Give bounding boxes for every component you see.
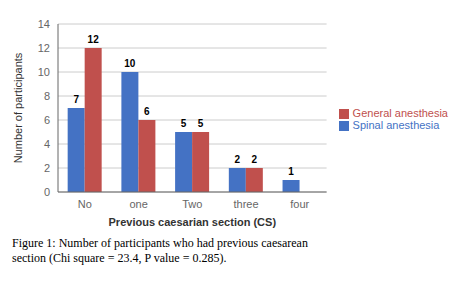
svg-text:4: 4 — [44, 138, 50, 150]
svg-text:1: 1 — [288, 166, 294, 177]
svg-text:8: 8 — [44, 90, 50, 102]
svg-text:one: one — [129, 198, 147, 210]
svg-text:No: No — [78, 198, 92, 210]
svg-text:Previous caesarian section (CS: Previous caesarian section (CS) — [109, 216, 277, 228]
svg-text:14: 14 — [38, 18, 50, 30]
html-text:section (Chi square = 23.4, P: section (Chi square = 23.4, P value = 0.… — [12, 251, 227, 265]
svg-text:10: 10 — [124, 58, 136, 69]
svg-text:Two: Two — [182, 198, 202, 210]
svg-text:three: three — [233, 198, 258, 210]
svg-text:5: 5 — [181, 118, 187, 129]
svg-text:four: four — [290, 198, 309, 210]
svg-text:2: 2 — [235, 154, 241, 165]
svg-text:12: 12 — [38, 42, 50, 54]
html-text:Spinal anesthesia: Spinal anesthesia — [352, 119, 440, 131]
svg-text:12: 12 — [88, 34, 100, 45]
svg-text:5: 5 — [198, 118, 204, 129]
html-text:General anesthesia: General anesthesia — [352, 106, 448, 119]
svg-text:6: 6 — [44, 114, 50, 126]
svg-text:7: 7 — [73, 94, 79, 105]
svg-text:10: 10 — [38, 66, 50, 78]
svg-text:2: 2 — [44, 162, 50, 174]
svg-text:6: 6 — [144, 106, 150, 117]
svg-text:0: 0 — [44, 186, 50, 198]
html-text:Figure 1: Number of participan: Figure 1: Number of participants who had… — [12, 236, 308, 250]
svg-text:Number of participants: Number of participants — [12, 52, 24, 163]
svg-text:2: 2 — [252, 154, 258, 165]
